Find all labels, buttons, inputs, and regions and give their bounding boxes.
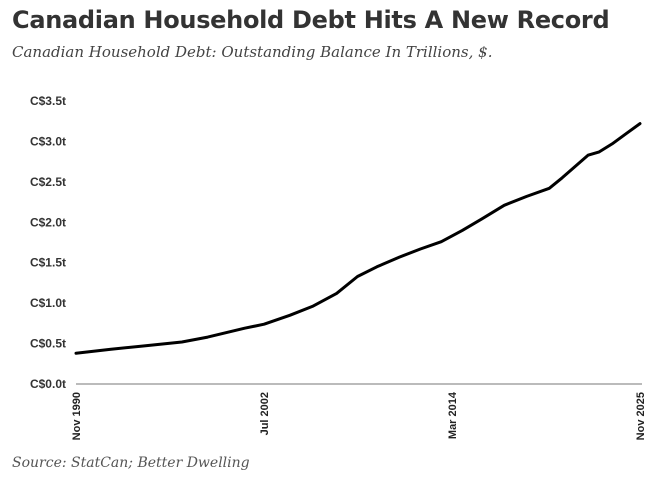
x-tick-label: Mar 2014 [447, 391, 459, 439]
y-tick-label: C$1.5t [30, 256, 66, 270]
y-tick-label: C$1.0t [30, 296, 66, 310]
source-note: Source: StatCan; Better Dwelling [12, 455, 250, 471]
x-tick-label: Nov 1990 [71, 392, 83, 440]
x-axis: Nov 1990 Jul 2002 Mar 2014 Nov 2025 [71, 391, 647, 440]
y-tick-label: C$2.5t [30, 175, 66, 189]
y-tick-label: C$0.0t [30, 377, 66, 391]
y-axis: C$0.0t C$0.5t C$1.0t C$1.5t C$2.0t C$2.5t C$3.… [30, 94, 66, 391]
chart-subtitle: Canadian Household Debt: Outstanding Bal… [12, 43, 493, 61]
y-tick-label: C$3.0t [30, 134, 66, 148]
x-tick-label: Nov 2025 [635, 392, 647, 440]
x-tick-label: Jul 2002 [259, 392, 271, 435]
y-tick-label: C$2.0t [30, 215, 66, 229]
debt-series-line [74, 122, 642, 355]
y-tick-label: C$0.5t [30, 337, 66, 351]
chart-title: Canadian Household Debt Hits A New Recor… [12, 6, 610, 34]
y-tick-label: C$3.5t [30, 94, 66, 108]
